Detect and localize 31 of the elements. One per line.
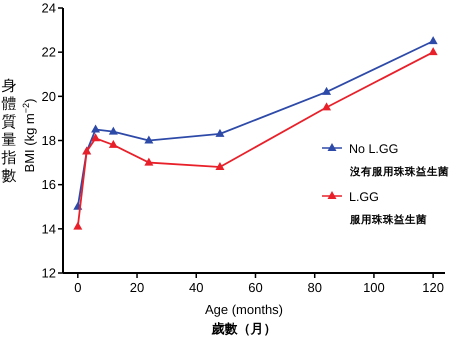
x-tick-label: 100 (363, 280, 385, 295)
point (108, 140, 118, 148)
point (91, 124, 100, 132)
y-tick-label: 12 (42, 266, 56, 280)
legend-label: No L.GG 沒有服用珠珠益生菌 (349, 142, 449, 178)
point (322, 86, 332, 95)
point (428, 47, 438, 56)
point (215, 162, 224, 170)
y-tick-label: 18 (42, 133, 56, 148)
y-tick-label: 22 (42, 44, 56, 60)
x-tick-label: 80 (307, 280, 322, 295)
point (108, 126, 118, 135)
x-tick-label: 20 (130, 280, 144, 295)
x-tick-label: 40 (189, 280, 204, 295)
point (215, 128, 224, 137)
point (73, 222, 82, 230)
x-tick-label: 0 (74, 280, 82, 295)
point (144, 136, 154, 144)
point (428, 36, 438, 44)
point (91, 133, 100, 142)
point (322, 102, 332, 110)
legend-label: L.GG 服用珠珠益生菌 (349, 190, 427, 226)
point (144, 158, 154, 166)
y-tick-label: 20 (42, 88, 56, 104)
x-axis-title: Age (months) 歲數（月） (204, 302, 284, 337)
y-tick-label: 24 (42, 0, 56, 16)
y-tick-label: 14 (42, 221, 56, 236)
x-tick-label: 60 (248, 280, 263, 295)
x-tick-label: 120 (422, 280, 444, 295)
text: 身體質量指數 (0, 76, 16, 184)
y-tick-label: 16 (42, 177, 56, 192)
